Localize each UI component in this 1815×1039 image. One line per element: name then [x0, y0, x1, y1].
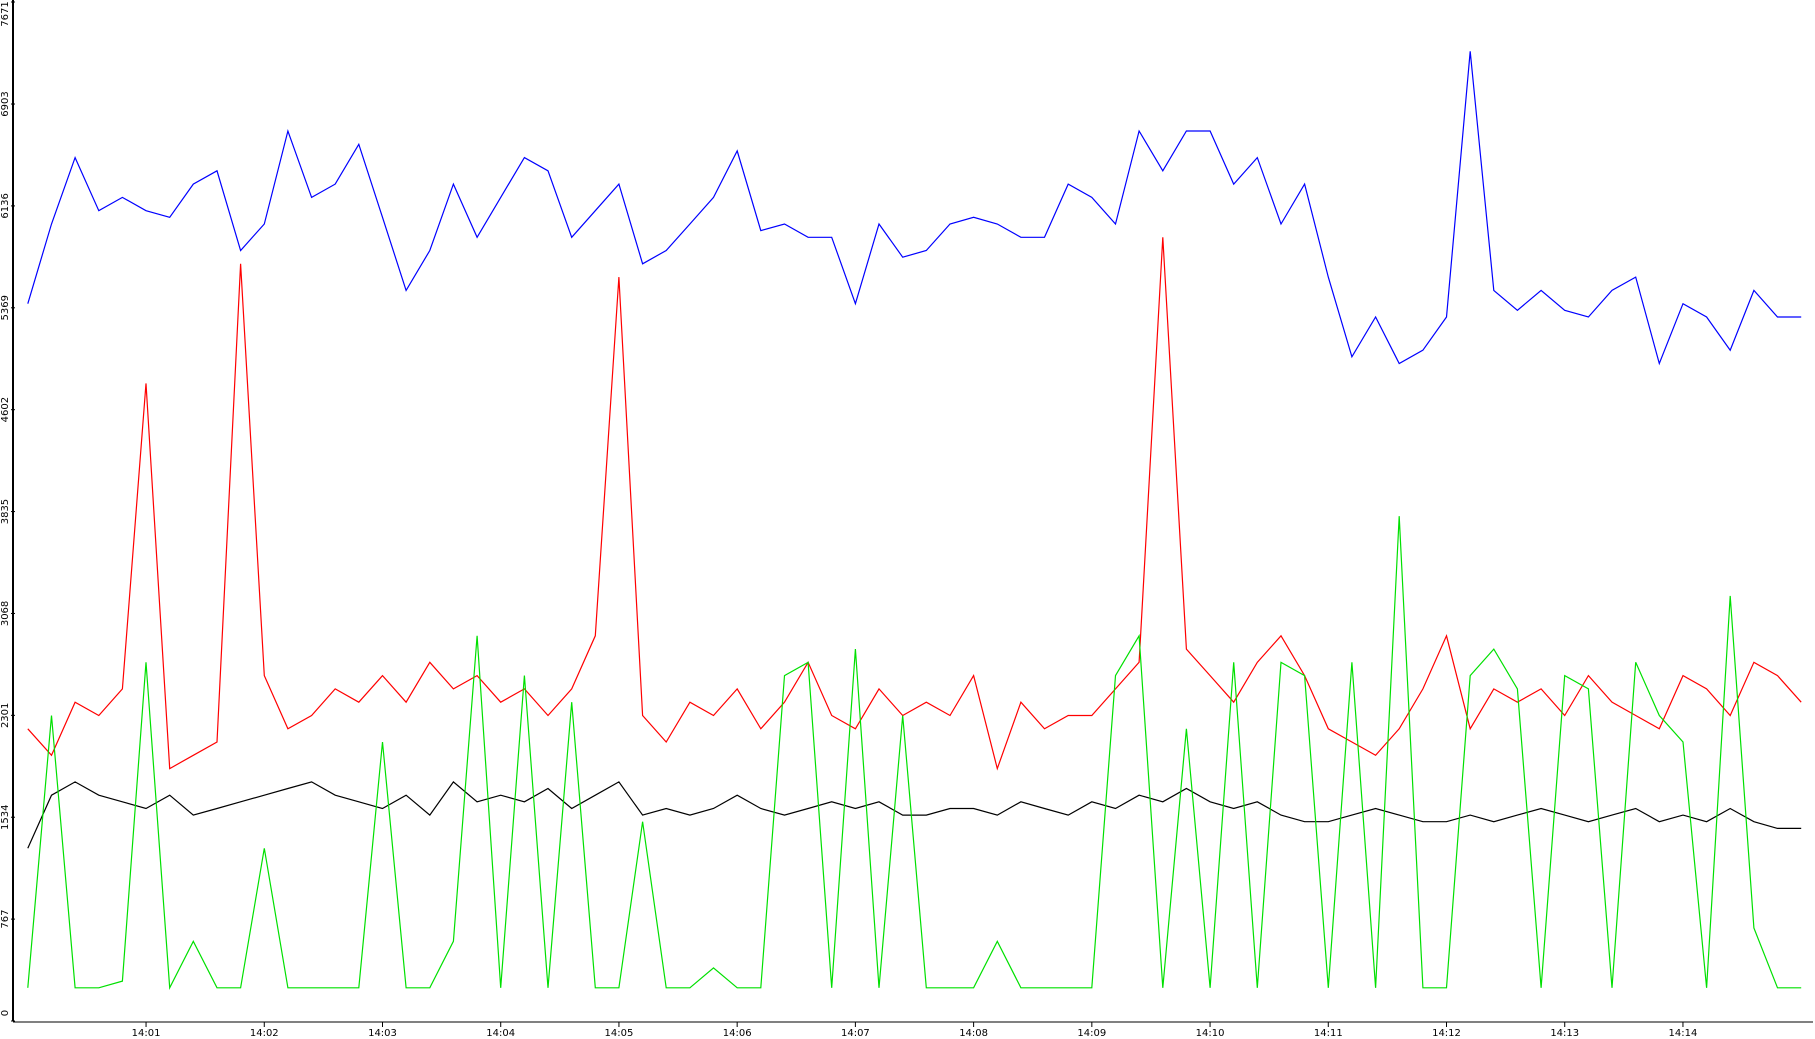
x-tick-label: 14:10 [1196, 1028, 1225, 1039]
x-tick-label: 14:08 [959, 1028, 988, 1039]
y-tick-label: 7671 [0, 1, 11, 26]
x-tick-label: 14:09 [1077, 1028, 1106, 1039]
x-tick-label: 14:11 [1314, 1028, 1343, 1039]
y-tick-label: 1534 [0, 805, 11, 830]
y-tick-label: 6136 [0, 193, 11, 218]
x-tick-label: 14:01 [132, 1028, 161, 1039]
series-line [27, 51, 1802, 366]
x-tick-label: 14:06 [723, 1028, 752, 1039]
x-tick-label: 14:04 [486, 1028, 515, 1039]
y-tick-label: 3068 [0, 601, 11, 626]
y-tick-label: 5369 [0, 295, 11, 320]
series-line [27, 237, 1802, 771]
x-tick-label: 14:13 [1550, 1028, 1579, 1039]
x-tick-label: 14:05 [605, 1028, 634, 1039]
series-line [27, 516, 1802, 990]
y-tick-label: 4602 [0, 397, 11, 422]
x-tick-label: 14:14 [1669, 1028, 1698, 1039]
y-tick-label: 6903 [0, 91, 11, 116]
y-tick-label: 2301 [0, 703, 11, 728]
y-tick-label: 3835 [0, 499, 11, 524]
x-tick-label: 14:12 [1432, 1028, 1461, 1039]
x-tick-label: 14:07 [841, 1028, 870, 1039]
y-tick-label: 767 [0, 910, 11, 929]
y-tick-label: 0 [0, 1010, 11, 1016]
x-tick-label: 14:02 [250, 1028, 279, 1039]
x-tick-label: 14:03 [368, 1028, 397, 1039]
series-line [27, 781, 1802, 849]
